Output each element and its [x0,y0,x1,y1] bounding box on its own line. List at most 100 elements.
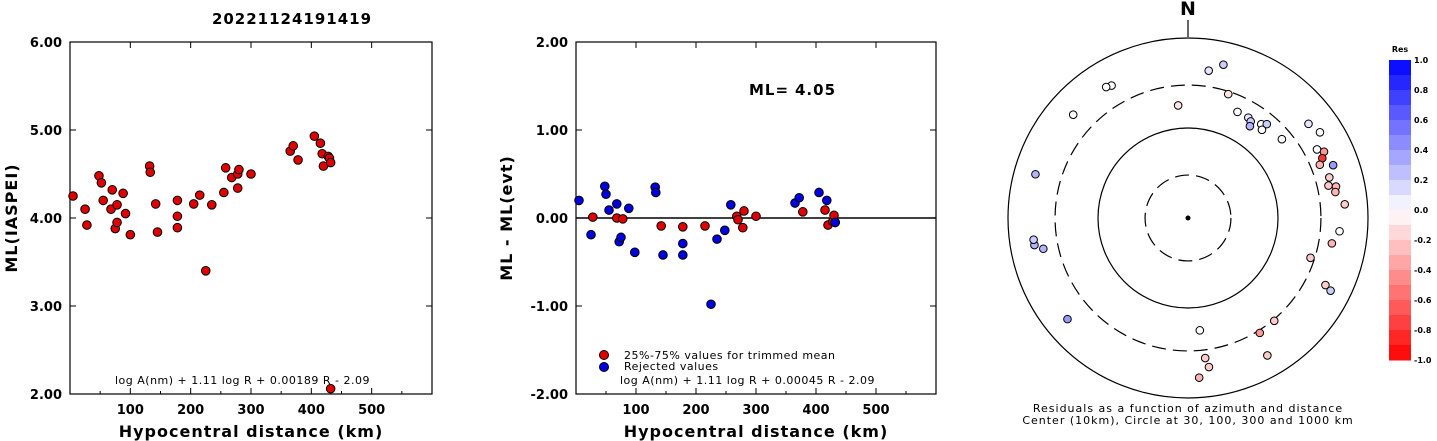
station-residual-point [1257,125,1267,135]
station-residual-point [1101,82,1111,92]
data-point [219,187,229,198]
station-residual-point [1194,373,1204,382]
colorbar-tick-label: -0.8 [1414,326,1432,335]
data-point [325,157,336,168]
station-residual-point [1269,316,1279,326]
data-point [624,203,634,214]
colorbar-segment [1389,90,1411,106]
colorbar-segment [1389,105,1411,121]
y-tick-label: -1.00 [531,300,568,315]
colorbar-title: Res [1392,45,1409,54]
data-point [651,187,661,198]
data-point [612,199,622,209]
distance-ring-100km [1097,127,1279,309]
polar-caption-line1: Residuals as a function of azimuth and d… [1033,402,1343,415]
data-point [586,229,596,240]
data-point [145,167,156,178]
y-tick-label: 3.00 [30,300,62,315]
colorbar-tick-label: -0.6 [1414,296,1432,305]
north-label: N [1180,0,1196,20]
data-point [601,189,611,200]
data-point [616,232,626,243]
data-point [822,195,832,206]
data-point [68,191,78,201]
event-magnitude-label: ML= [749,81,789,99]
data-point [107,185,118,195]
colorbar-segment [1389,120,1411,136]
colorbar-segment [1389,165,1411,181]
station-residual-point [1327,239,1337,248]
station-residual-point [1031,169,1040,179]
data-point [618,214,628,224]
data-point [733,214,743,225]
station-residual-point [1315,128,1325,137]
data-point [600,181,610,192]
event-magnitude-value: 4.05 [795,81,836,99]
data-point [739,206,749,216]
station-residual-point [1312,145,1322,154]
data-point [720,225,730,236]
data-point [194,190,205,200]
y-tick-label: -2.00 [531,388,568,403]
colorbar-segment [1389,300,1411,316]
data-point [80,204,90,214]
distance-ring-30km [1144,174,1232,262]
colorbar-segment [1389,180,1411,196]
station-residual-point [1321,280,1330,290]
colorbar-tick-label: 0.6 [1414,116,1429,125]
distance-ring-1000km [1007,37,1369,399]
colorbar-tick-label: 1.0 [1414,56,1429,65]
colorbar-segment [1389,150,1411,166]
data-point [574,195,584,206]
data-point [118,188,128,199]
x-tick-label: 300 [237,403,264,418]
colorbar-tick-label: -0.2 [1414,236,1432,245]
x-tick-label: 300 [742,403,769,418]
station-residual-point [1325,173,1334,182]
colorbar-tick-label: -0.4 [1414,266,1432,275]
colorbar-segment [1389,225,1411,241]
station-residual-point [1063,314,1072,324]
station-residual-point [1304,119,1313,129]
station-residual-point [1200,353,1210,363]
data-point [588,212,598,222]
colorbar-tick-label: 0.0 [1414,206,1429,215]
data-point [206,200,217,210]
ml-vs-distance-panel: 100 200 300 400 500 2.00 3.00 4.00 5.00 6.00 Hypo… [2,36,433,441]
colorbar-tick-label: 0.2 [1414,176,1428,185]
station-residual-point [1306,253,1315,263]
data-point [814,187,824,198]
station-residual-point [1029,235,1038,244]
data-point [738,222,748,233]
data-point [246,169,256,179]
data-point [678,222,688,232]
data-point [112,217,122,228]
data-point [172,211,183,222]
data-point [120,208,131,219]
x-tick-label: 400 [298,403,325,418]
data-point [751,211,761,222]
colorbar-segment [1389,345,1411,361]
station-residual-point [1340,199,1350,209]
data-point [658,250,668,260]
station-residual-point [1263,351,1272,360]
colorbar-segment [1389,240,1411,256]
data-point [678,250,688,260]
station-residual-point [1219,60,1228,69]
colorbar-segment [1389,285,1411,301]
station-residual-point [1173,101,1183,110]
colorbar-segment [1389,315,1411,331]
station-residual-point [1245,121,1255,131]
data-point [315,138,326,148]
data-point [200,266,211,276]
data-point [830,217,841,228]
station-residual-point [1328,160,1338,170]
distance-ring-300km [1054,84,1322,352]
data-point [604,205,614,215]
station-residual-point [1331,187,1340,197]
colorbar-segment [1389,60,1411,76]
panel2-formula: log A(nm) + 1.11 log R + 0.00045 R - 2.0… [620,374,875,387]
data-point [712,234,722,244]
y-tick-label: 2.00 [536,36,568,51]
colorbar-segment [1389,255,1411,271]
